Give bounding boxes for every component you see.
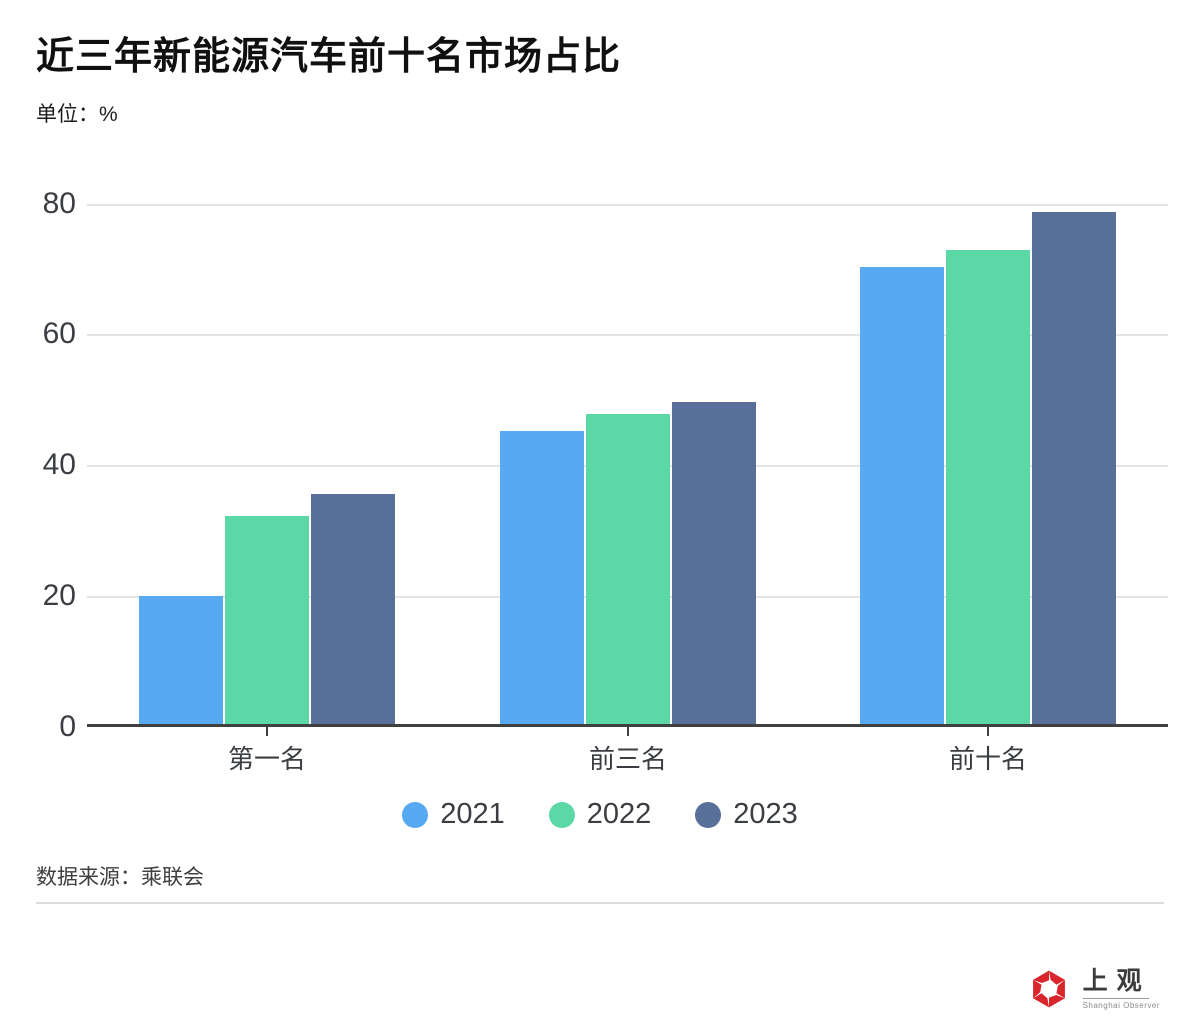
legend-swatch-icon [402,801,429,828]
legend-item-2021: 2021 [402,798,505,831]
category-label-3: 前十名 [948,743,1027,774]
bar-第一名-2021 [139,596,223,724]
page-title: 近三年新能源汽车前十名市场占比 [36,36,622,78]
gridline-60 [87,334,1168,337]
footer-divider [36,901,1164,904]
bar-前三名-2022 [586,413,670,724]
y-axis-tick-label: 40 [42,448,76,481]
y-axis-tick-label: 60 [42,317,76,351]
bar-前十名-2023 [1032,211,1116,724]
chart-legend: 2021 2022 2023 [0,798,1200,831]
legend-item-2022: 2022 [548,798,652,831]
legend-label: 2021 [440,798,505,830]
bar-前十名-2021 [860,266,944,724]
bar-前三名-2021 [500,430,584,724]
category-label-2: 前三名 [588,743,667,774]
aperture-logo-icon [1032,970,1065,1008]
bar-chart: 0 20 40 60 80 第一名 前三名 前十名 [0,177,1200,785]
legend-swatch-icon [548,801,575,828]
legend-item-2023: 2023 [695,798,798,831]
y-axis-tick-label: 20 [42,578,76,612]
y-axis-tick-label: 0 [59,709,76,743]
legend-label: 2023 [733,798,798,830]
logo-name-cn: 上观 [1082,967,1151,995]
infographic-page: 近三年新能源汽车前十名市场占比 单位：% 0 20 40 60 80 第一名 前三名 前十名 … [0,34,1200,1020]
bar-前三名-2023 [672,401,756,724]
legend-swatch-icon [695,801,722,828]
bar-前十名-2022 [946,250,1030,724]
gridline-80 [87,203,1168,206]
legend-label: 2022 [586,798,652,830]
y-axis-tick-label: 80 [42,186,76,220]
category-label-1: 第一名 [227,743,306,774]
logo-text-block: 上观 Shanghai Observer [1082,967,1160,1011]
bar-第一名-2022 [225,515,309,724]
logo-name-en: Shanghai Observer [1082,1001,1160,1011]
x-axis-tick [987,726,989,736]
x-axis-tick [266,726,268,736]
logo-divider-line [1082,998,1149,1000]
bar-第一名-2023 [311,494,395,724]
data-source: 数据来源：乘联会 [36,865,204,889]
plot-area [87,177,1168,727]
unit-label: 单位：% [36,102,118,126]
x-axis-tick [627,726,629,736]
shanghai-observer-logo: 上观 Shanghai Observer [1028,966,1160,1012]
